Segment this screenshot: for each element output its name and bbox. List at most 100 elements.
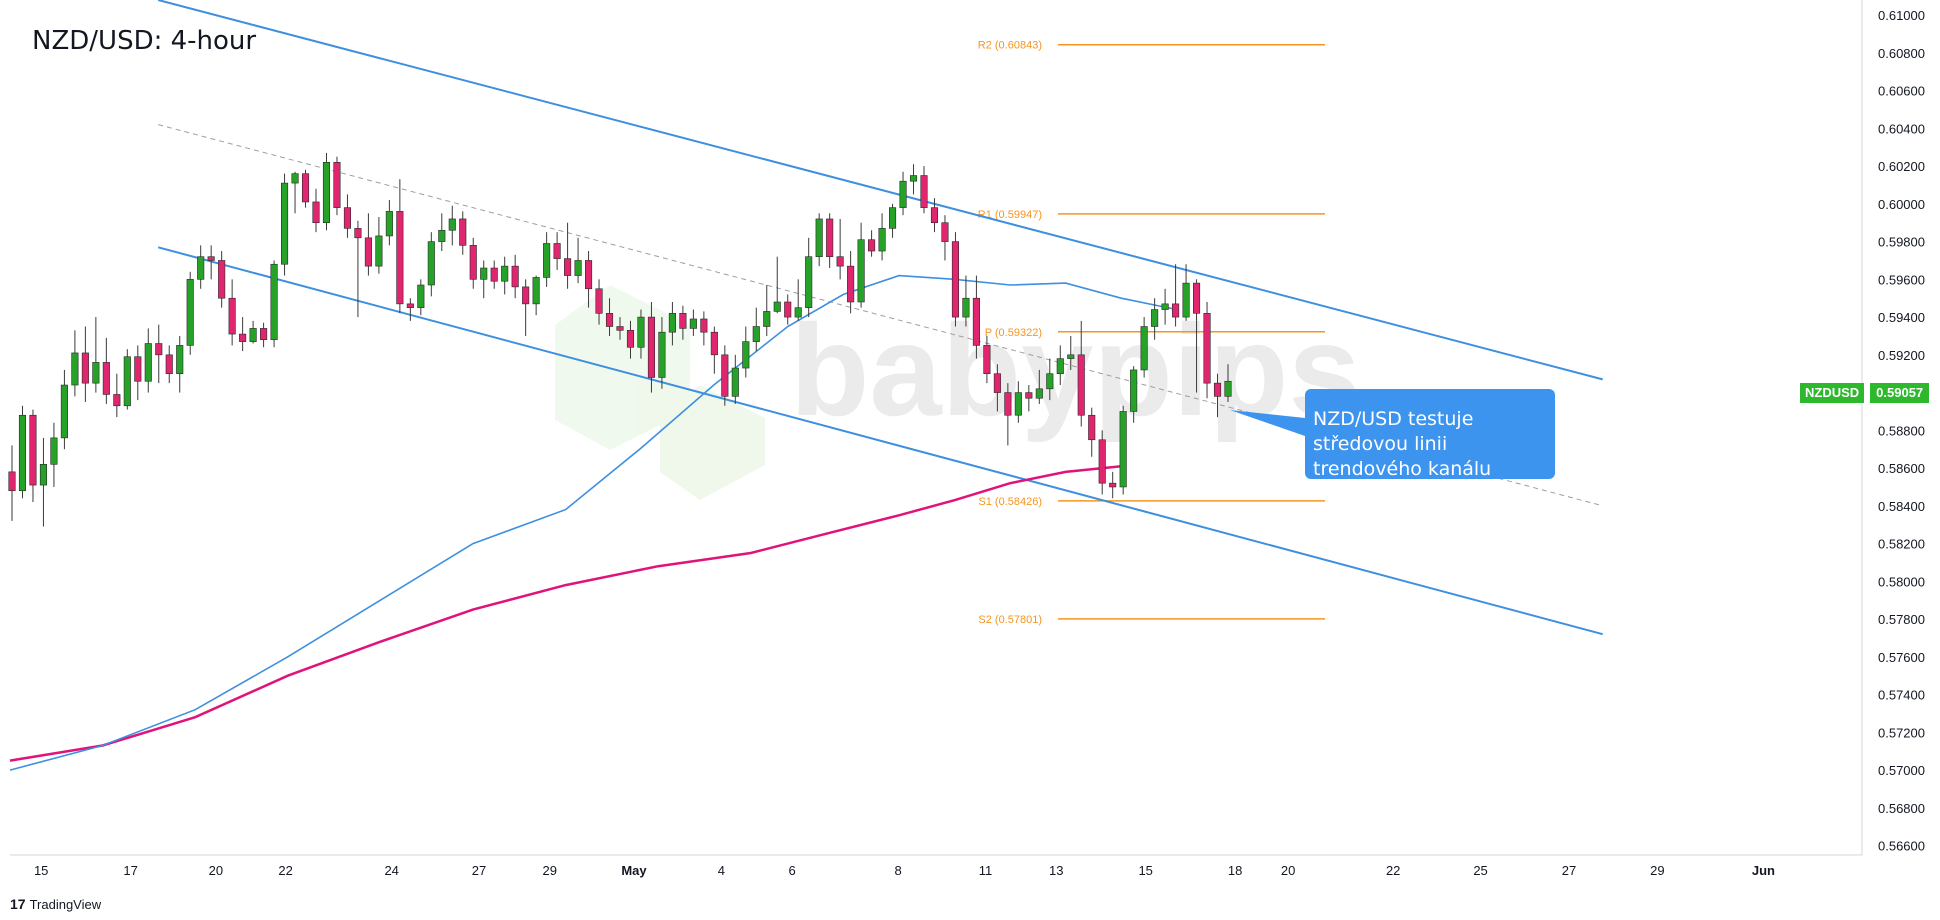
candle-body [18, 414, 27, 492]
tradingview-logo[interactable]: 17 TradingView [10, 896, 101, 912]
candle-body [291, 173, 299, 184]
candle-body [794, 307, 802, 318]
callout-pointer [1230, 410, 1305, 436]
pivot-levels: R2 (0.60843) R1 (0.59947) P (0.59322) S1 (0… [978, 40, 1325, 626]
candle-body [721, 354, 729, 397]
candle-body [668, 313, 676, 333]
candle-body [1014, 392, 1022, 416]
candle-body [511, 265, 519, 288]
candle-body [595, 288, 603, 314]
last-price-label: 0.59057 [1870, 383, 1930, 403]
candle-body [553, 243, 561, 259]
candle-body [930, 207, 939, 224]
y-tick-label: 0.57600 [1878, 650, 1925, 665]
candle-body [364, 237, 372, 267]
candle-body [1025, 392, 1033, 399]
x-tick-label: 27 [472, 863, 486, 878]
candle-body [1109, 482, 1117, 488]
x-tick-label: 15 [1138, 863, 1152, 878]
candle-body [197, 256, 205, 280]
chart-title: NZD/USD: 4-hour [32, 26, 257, 56]
candle-body [1046, 373, 1054, 390]
candle-body [155, 343, 163, 356]
candle-body [857, 239, 865, 303]
x-tick-label: 29 [543, 863, 557, 878]
candle-body [889, 207, 897, 229]
fast-moving-average [9, 274, 1177, 771]
candle-body [92, 362, 100, 384]
analysis-callout: NZD/USD testuje středovou linii trendové… [1305, 389, 1555, 480]
y-tick-label: 0.56800 [1878, 801, 1925, 816]
candle-body [396, 211, 404, 305]
candle-body [1067, 354, 1075, 359]
candle-body [207, 256, 215, 261]
candle-body [899, 180, 907, 208]
y-tick-label: 0.59600 [1878, 272, 1925, 287]
candle-body [647, 316, 655, 378]
pivot-label: S2 (0.57801) [978, 614, 1042, 626]
y-tick-label: 0.57000 [1878, 763, 1925, 778]
candle-body [1203, 313, 1211, 384]
candle-body [972, 297, 980, 346]
candle-body [480, 267, 488, 280]
candle-body [1182, 282, 1190, 318]
candle-body [123, 356, 131, 407]
candle-body [585, 260, 593, 290]
candle-body [637, 316, 645, 348]
candle-body [522, 286, 530, 305]
candle-body [343, 207, 351, 229]
candle-body [81, 352, 89, 384]
candle-body [1098, 439, 1106, 484]
candle-body [1172, 303, 1180, 318]
candle-body [186, 279, 194, 346]
y-tick-label: 0.58600 [1878, 461, 1925, 476]
candle-body [847, 265, 855, 303]
x-tick-label: 20 [209, 863, 223, 878]
candle-body [993, 373, 1001, 393]
candle-body [1213, 382, 1222, 397]
candle-body [543, 243, 551, 278]
pivot-label: R1 (0.59947) [978, 209, 1042, 221]
candle-body [501, 265, 509, 282]
candle-body [354, 228, 362, 239]
candle-body [909, 175, 918, 182]
candle-body [60, 384, 68, 439]
candle-body [385, 211, 393, 237]
candle-body [102, 362, 110, 395]
candle-body [39, 464, 47, 486]
x-tick-label: 29 [1650, 863, 1664, 878]
y-tick-label: 0.58400 [1878, 499, 1925, 514]
y-tick-label: 0.57400 [1878, 688, 1925, 703]
y-tick-label: 0.60000 [1878, 197, 1925, 212]
candle-body [773, 301, 781, 312]
candle-body [920, 175, 928, 208]
x-tick-label: May [621, 863, 647, 878]
y-tick-label: 0.58800 [1878, 423, 1925, 438]
candle-body [616, 326, 624, 331]
y-tick-label: 0.59400 [1878, 310, 1925, 325]
candle-body [1130, 369, 1138, 412]
y-tick-label: 0.60200 [1878, 159, 1925, 174]
candle-body [564, 258, 572, 276]
candle-body [679, 313, 687, 329]
x-tick-label: 11 [979, 863, 993, 878]
y-tick-label: 0.58200 [1878, 537, 1925, 552]
pivot-label: S1 (0.58426) [978, 496, 1042, 508]
x-tick-label: 22 [278, 863, 292, 878]
candle-body [836, 256, 844, 267]
candle-body [710, 331, 718, 356]
candle-body [438, 229, 446, 242]
y-tick-label: 0.57800 [1878, 612, 1925, 627]
symbol-label: NZDUSD [1800, 383, 1865, 403]
candle-body [144, 343, 152, 382]
x-tick-label: 4 [718, 863, 725, 878]
candle-body [490, 267, 498, 282]
x-tick-label: 8 [895, 863, 902, 878]
x-tick-label: 27 [1562, 863, 1576, 878]
candle-body [165, 354, 173, 375]
candle-body [29, 414, 37, 486]
candle-body [228, 297, 236, 335]
candle-body [574, 260, 582, 276]
candle-body [134, 356, 142, 382]
